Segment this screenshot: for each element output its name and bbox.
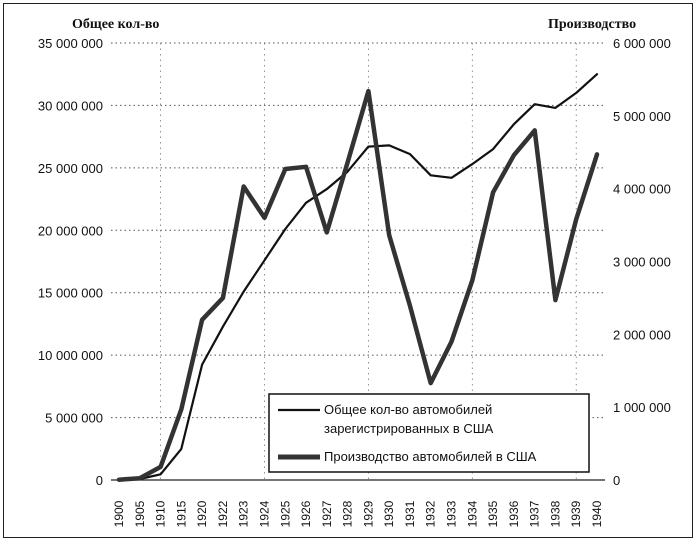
x-tick-label: 1905 <box>133 500 147 527</box>
legend-box <box>268 393 590 473</box>
left-tick-label: 15 000 000 <box>38 286 103 301</box>
left-tick-label: 10 000 000 <box>38 348 103 363</box>
left-tick-label: 0 <box>96 473 103 488</box>
right-axis: 0 1 000 000 2 000 000 3 000 000 4 000 000 5 0… <box>613 36 671 488</box>
right-tick-label: 0 <box>613 473 620 488</box>
x-tick-label: 1900 <box>112 500 126 527</box>
left-axis: 0 5 000 000 10 000 000 15 000 000 20 000 000… <box>38 36 103 488</box>
left-tick-label: 5 000 000 <box>45 411 103 426</box>
x-tick-label: 1933 <box>445 500 459 527</box>
x-tick-label: 1937 <box>528 500 542 527</box>
right-tick-label: 2 000 000 <box>613 327 671 342</box>
left-tick-label: 35 000 000 <box>38 36 103 51</box>
series-line-production <box>116 88 600 482</box>
right-axis-title: Производство <box>548 17 636 32</box>
x-tick-label: 1915 <box>174 500 188 527</box>
series-layer <box>116 73 600 482</box>
series-line-total <box>117 73 599 481</box>
right-tick-label: 5 000 000 <box>613 109 671 124</box>
x-tick-label: 1927 <box>320 500 334 527</box>
x-tick-label: 1932 <box>424 500 438 527</box>
right-tick-label: 1 000 000 <box>613 400 671 415</box>
x-tick-label: 1935 <box>486 500 500 527</box>
x-tick-label: 1922 <box>216 500 230 527</box>
x-tick-label: 1923 <box>237 500 251 527</box>
right-tick-label: 6 000 000 <box>613 36 671 51</box>
x-tick-label: 1940 <box>590 500 604 527</box>
right-tick-label: 4 000 000 <box>613 182 671 197</box>
x-tick-label: 1924 <box>257 500 271 527</box>
x-tick-label: 1920 <box>195 500 209 527</box>
x-tick-label: 1928 <box>341 500 355 527</box>
x-tick-label: 1930 <box>382 500 396 527</box>
x-tick-label: 1938 <box>548 500 562 527</box>
left-tick-label: 20 000 000 <box>38 223 103 238</box>
left-tick-label: 25 000 000 <box>38 161 103 176</box>
legend: Общее кол-во автомобилей зарегистрирован… <box>268 393 590 473</box>
x-tick-label: 1936 <box>507 500 521 527</box>
x-tick-label: 1929 <box>361 500 375 527</box>
left-tick-label: 30 000 000 <box>38 98 103 113</box>
x-tick-label: 1931 <box>403 500 417 527</box>
x-tick-label: 1934 <box>465 500 479 527</box>
x-tick-label: 1910 <box>154 500 168 527</box>
legend-label-total-line2: зарегистрированных в США <box>324 421 494 436</box>
x-tick-label: 1925 <box>278 500 292 527</box>
legend-label-production: Производство автомобилей в США <box>324 449 537 464</box>
chart-frame <box>3 3 693 538</box>
right-tick-label: 3 000 000 <box>613 255 671 270</box>
x-axis: 1900 1905 1910 1915 1920 1922 1923 1924 1925 1926… <box>112 500 604 527</box>
x-tick-label: 1926 <box>299 500 313 527</box>
left-axis-title: Общее кол-во <box>72 17 159 32</box>
legend-label-total-line1: Общее кол-во автомобилей <box>324 402 492 417</box>
x-tick-label: 1939 <box>569 500 583 527</box>
